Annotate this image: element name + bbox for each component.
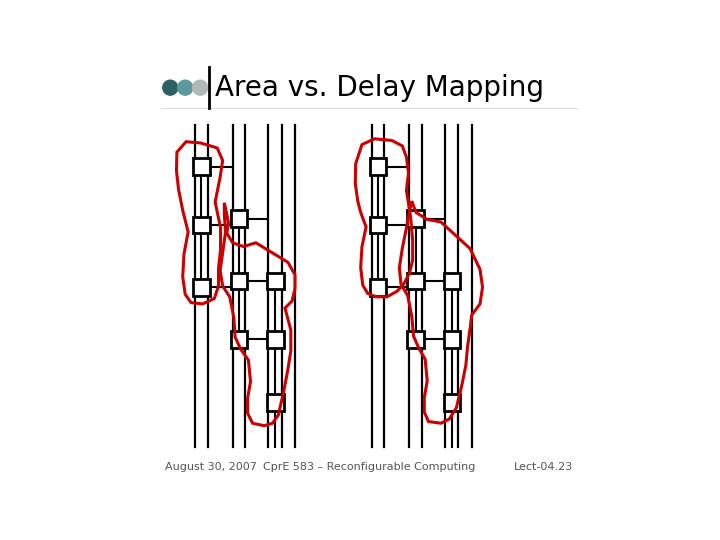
FancyBboxPatch shape — [444, 331, 461, 348]
Circle shape — [163, 80, 178, 95]
FancyBboxPatch shape — [408, 210, 424, 227]
FancyBboxPatch shape — [193, 279, 210, 295]
Text: CprE 583 – Reconfigurable Computing: CprE 583 – Reconfigurable Computing — [263, 462, 475, 472]
Text: Area vs. Delay Mapping: Area vs. Delay Mapping — [215, 73, 544, 102]
FancyBboxPatch shape — [370, 279, 387, 295]
FancyBboxPatch shape — [230, 273, 247, 289]
FancyBboxPatch shape — [267, 273, 284, 289]
FancyBboxPatch shape — [267, 394, 284, 411]
Circle shape — [178, 80, 193, 95]
FancyBboxPatch shape — [370, 158, 387, 175]
FancyBboxPatch shape — [193, 158, 210, 175]
Circle shape — [193, 80, 207, 95]
FancyBboxPatch shape — [230, 210, 247, 227]
FancyBboxPatch shape — [193, 217, 210, 233]
Text: Lect-04.23: Lect-04.23 — [513, 462, 572, 472]
FancyBboxPatch shape — [370, 217, 387, 233]
FancyBboxPatch shape — [408, 273, 424, 289]
FancyBboxPatch shape — [444, 273, 461, 289]
FancyBboxPatch shape — [444, 394, 461, 411]
FancyBboxPatch shape — [267, 331, 284, 348]
Text: August 30, 2007: August 30, 2007 — [166, 462, 257, 472]
FancyBboxPatch shape — [230, 331, 247, 348]
FancyBboxPatch shape — [408, 331, 424, 348]
